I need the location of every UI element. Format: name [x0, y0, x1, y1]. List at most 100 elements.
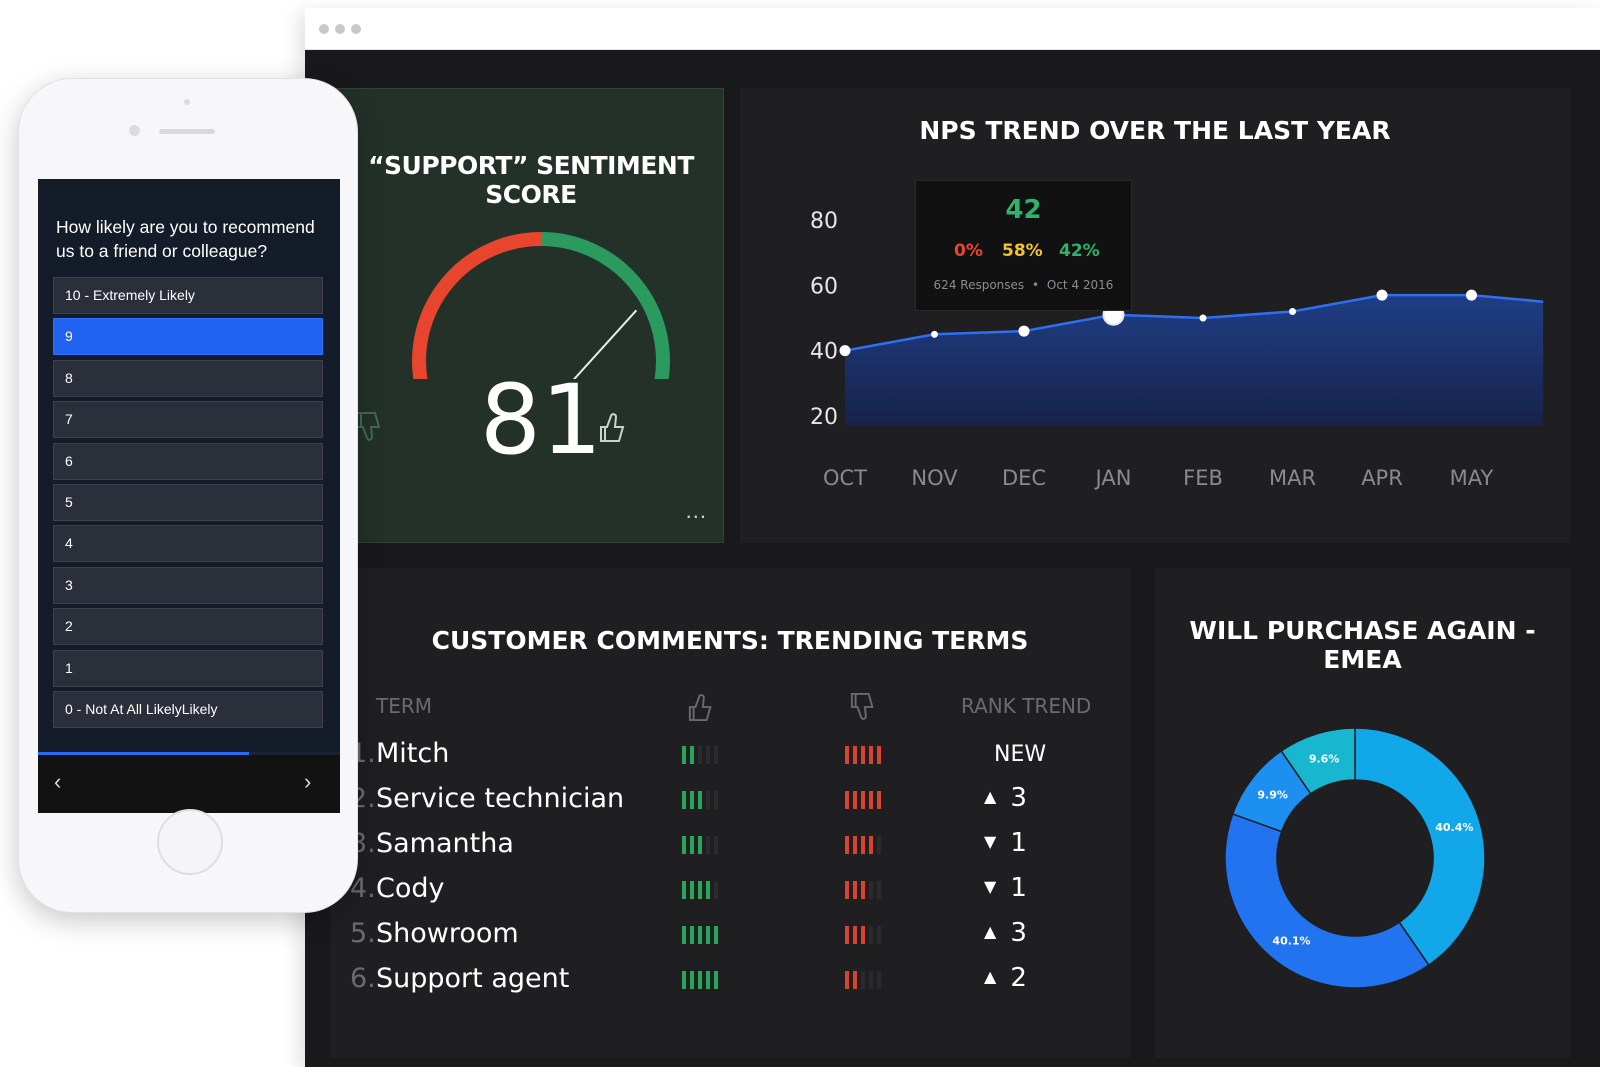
term-row[interactable]: 4. Cody ▼ 1: [330, 873, 1130, 913]
home-button[interactable]: [157, 809, 223, 875]
y-tick-label: 60: [810, 274, 838, 299]
tooltip-date: Oct 4 2016: [1046, 278, 1114, 292]
x-tick-label: DEC: [1002, 466, 1046, 490]
nps-data-point[interactable]: [1289, 307, 1296, 315]
nps-panel: NPS TREND OVER THE LAST YEAR 80 60 40 20 OCT…: [740, 88, 1570, 543]
nps-data-point[interactable]: [931, 330, 938, 338]
term-name: Cody: [376, 873, 445, 904]
survey-option[interactable]: 6: [53, 442, 323, 480]
window-dot-close[interactable]: [319, 24, 329, 34]
negative-bars-bar: [869, 926, 873, 944]
term-row[interactable]: 2. Service technician ▲ 3: [330, 783, 1130, 823]
more-options-icon[interactable]: ...: [685, 498, 707, 523]
negative-bars-bar: [877, 836, 881, 854]
survey-option[interactable]: 8: [53, 359, 323, 397]
donut-slice[interactable]: [1280, 727, 1356, 795]
negative-bars-bar: [869, 971, 873, 989]
x-tick-label: FEB: [1183, 466, 1223, 490]
term-row[interactable]: 6. Support agent ▲ 2: [330, 963, 1130, 1003]
donut-slice[interactable]: [1354, 727, 1486, 967]
donut-slice-label: 9.6%: [1309, 753, 1340, 766]
positive-bars: [682, 791, 722, 811]
survey-option[interactable]: 3: [53, 566, 323, 604]
y-tick-label: 80: [810, 209, 838, 234]
positive-bars-bar: [682, 926, 686, 944]
donut-slice-label: 9.9%: [1257, 789, 1288, 802]
term-row[interactable]: 1. Mitch NEW: [330, 738, 1130, 778]
rank-trend-value: 3: [1010, 783, 1027, 813]
survey-progress: [38, 752, 340, 755]
survey-option[interactable]: 2: [53, 608, 323, 646]
positive-bars-bar: [714, 971, 718, 989]
positive-bars-bar: [690, 791, 694, 809]
dashboard: “SUPPORT” SENTIMENT SCORE 81 ... NPS TRE…: [305, 50, 1600, 1067]
positive-bars-bar: [698, 791, 702, 809]
positive-bars-bar: [682, 746, 686, 764]
rank-trend: NEW: [994, 742, 1114, 767]
positive-bars-bar: [706, 836, 710, 854]
negative-bars-bar: [845, 881, 849, 899]
negative-bars: [845, 836, 885, 856]
term-name: Mitch: [376, 738, 450, 769]
arrow-up-icon: ▲: [984, 922, 997, 941]
term-row[interactable]: 5. Showroom ▲ 3: [330, 918, 1130, 958]
positive-bars-bar: [690, 746, 694, 764]
survey-question: How likely are you to recommend us to a …: [56, 217, 315, 261]
window-dot-maximize[interactable]: [351, 24, 361, 34]
donut-chart: 40.4% 40.1% 9.9% 9.6%: [1224, 727, 1486, 989]
window-dot-minimize[interactable]: [335, 24, 345, 34]
y-tick-label: 40: [810, 340, 838, 365]
survey-option[interactable]: 10 - Extremely Likely: [53, 277, 323, 314]
nps-chart: 80 60 40 20 OCT NOV DEC JAN FEB MAR APR MAY: [810, 209, 1544, 490]
rank-trend: ▲ 3: [984, 918, 1104, 948]
positive-bars-bar: [706, 791, 710, 809]
survey-option[interactable]: 7: [53, 401, 323, 439]
negative-bars-bar: [861, 926, 865, 944]
negative-bars-bar: [861, 746, 865, 764]
next-chevron-icon[interactable]: ›: [304, 769, 312, 794]
donut-slice[interactable]: [1224, 813, 1430, 989]
term-row[interactable]: 3. Samantha ▼ 1: [330, 828, 1130, 868]
survey-screen: How likely are you to recommend us to a …: [38, 179, 340, 813]
tooltip-footer: 624 Responses • Oct 4 2016: [916, 278, 1131, 292]
donut-slice-label: 40.1%: [1272, 934, 1310, 947]
positive-bars: [682, 926, 722, 946]
survey-progress-fill: [38, 752, 250, 755]
phone-device: How likely are you to recommend us to a …: [18, 78, 358, 913]
negative-bars-bar: [853, 791, 857, 809]
positive-bars-bar: [714, 881, 718, 899]
nps-data-point[interactable]: [1018, 325, 1030, 337]
negative-bars-bar: [853, 746, 857, 764]
nps-data-point[interactable]: [839, 345, 851, 357]
survey-option[interactable]: 5: [53, 484, 323, 521]
x-tick-label: JAN: [1094, 466, 1132, 490]
terms-title: CUSTOMER COMMENTS: TRENDING TERMS: [431, 626, 1029, 655]
nps-data-point[interactable]: [1376, 289, 1388, 301]
positive-bars-bar: [698, 926, 702, 944]
rank-trend-value: 2: [1010, 963, 1027, 993]
survey-option[interactable]: 9: [53, 318, 323, 356]
y-tick-label: 20: [810, 405, 838, 430]
negative-bars-bar: [877, 971, 881, 989]
survey-option[interactable]: 4: [53, 525, 323, 563]
rank-trend-value: 3: [1010, 918, 1027, 948]
negative-bars-bar: [869, 791, 873, 809]
negative-bars-bar: [853, 926, 857, 944]
positive-bars-bar: [690, 971, 694, 989]
positive-bars-bar: [682, 971, 686, 989]
arrow-down-icon: ▼: [984, 877, 997, 896]
term-name: Support agent: [376, 963, 570, 994]
positive-bars-bar: [690, 836, 694, 854]
positive-bars-bar: [698, 881, 702, 899]
donut-title: WILL PURCHASE AGAIN - EMEA: [1189, 616, 1536, 674]
positive-bars-bar: [690, 926, 694, 944]
sentiment-gauge: [412, 232, 670, 379]
prev-chevron-icon[interactable]: ‹: [54, 769, 62, 794]
tooltip-passives: 58%: [1002, 241, 1043, 261]
nps-data-point[interactable]: [1199, 314, 1207, 322]
nps-data-point[interactable]: [1466, 289, 1477, 301]
survey-option[interactable]: 1: [53, 649, 323, 687]
trending-terms-panel: CUSTOMER COMMENTS: TRENDING TERMS TERM R…: [330, 568, 1130, 1058]
survey-option[interactable]: 0 - Not At All LikelyLikely: [53, 691, 323, 728]
